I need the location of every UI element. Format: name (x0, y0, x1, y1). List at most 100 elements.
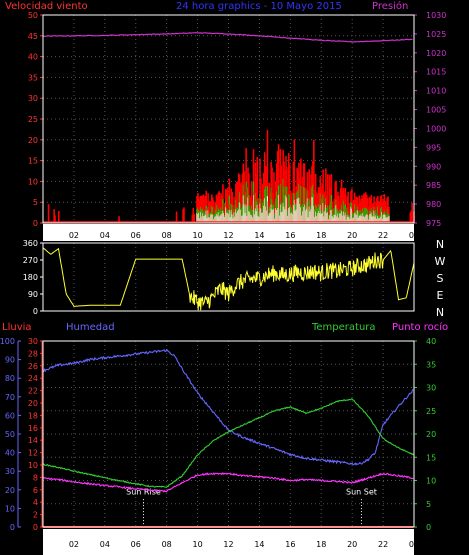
y-left-tick-label: 45 (28, 32, 38, 41)
plot-frame (42, 14, 415, 224)
temperature-tick-label: 30 (426, 384, 436, 393)
y-left-tick-label: 35 (28, 73, 38, 82)
wind-speed-axis-label: Velocidad viento (5, 1, 88, 12)
y-right-tick-label: 1015 (426, 68, 446, 77)
rain-tick-label: 6 (33, 486, 38, 495)
x-tick-label: 20 (347, 540, 357, 549)
x-tick-label: 00 (409, 231, 419, 240)
humidity-tick-label: 40 (5, 449, 15, 458)
y-left-tick-label: 50 (28, 11, 38, 20)
x-tick-label: 22 (378, 540, 388, 549)
rain-tick-label: 18 (28, 411, 38, 420)
humidity-tick-label: 50 (5, 430, 15, 439)
y-right-tick-label: 1020 (426, 49, 446, 58)
x-tick-label: 06 (131, 540, 141, 549)
y-right-tick-label: 980 (426, 200, 441, 209)
humidity-tick-label: 90 (5, 356, 15, 365)
temperature-tick-label: 15 (426, 453, 436, 462)
rain-tick-label: 0 (33, 523, 38, 532)
x-tick-label: 08 (162, 231, 172, 240)
compass-label: W (435, 255, 446, 268)
humidity-tick-label: 20 (5, 486, 15, 495)
y-right-tick-label: 990 (426, 162, 441, 171)
humidity-axis-label: Humedad (66, 322, 115, 333)
pressure-axis-label: Presión (372, 0, 408, 12)
dewpoint-line (42, 472, 414, 493)
compass-label: N (436, 306, 444, 319)
rain-tick-label: 16 (28, 424, 38, 433)
temperature-tick-label: 20 (426, 430, 436, 439)
y-left-tick-label: 30 (28, 94, 38, 103)
rain-tick-label: 4 (33, 498, 38, 507)
x-tick-label: 02 (69, 231, 79, 240)
y-right-tick-label: 1005 (426, 106, 446, 115)
x-tick-label: 12 (223, 540, 233, 549)
wind-direction-line (42, 247, 415, 311)
compass-label: S (437, 272, 444, 285)
humidity-line (42, 348, 414, 466)
compass-label: N (436, 238, 444, 251)
humidity-tick-label: 80 (5, 374, 15, 383)
x-tick-label: 14 (254, 540, 264, 549)
y-right-tick-label: 975 (426, 219, 441, 228)
humidity-tick-label: 100 (0, 337, 15, 346)
rain-tick-label: 24 (28, 374, 38, 383)
rain-axis-label: Lluvia (2, 322, 32, 333)
rain-tick-label: 28 (28, 349, 38, 358)
y-tick-label: 360 (23, 239, 38, 248)
temperature-tick-label: 40 (426, 337, 436, 346)
temperature-tick-label: 10 (426, 477, 436, 486)
y-left-tick-label: 0 (33, 219, 38, 228)
x-tick-label: 16 (285, 231, 295, 240)
rain-tick-label: 22 (28, 387, 38, 396)
temperature-tick-label: 25 (426, 407, 436, 416)
humidity-tick-label: 10 (5, 504, 15, 513)
rain-tick-label: 8 (33, 473, 38, 482)
x-tick-label: 22 (378, 231, 388, 240)
humidity-tick-label: 60 (5, 411, 15, 420)
rain-tick-label: 26 (28, 362, 38, 371)
y-right-tick-label: 1030 (426, 11, 446, 20)
temperature-tick-label: 35 (426, 360, 436, 369)
x-tick-label: 04 (100, 540, 110, 549)
rain-tick-label: 12 (28, 449, 38, 458)
y-right-tick-label: 1025 (426, 30, 446, 39)
temperature-line (42, 398, 414, 488)
humidity-tick-label: 70 (5, 393, 15, 402)
y-right-tick-label: 1000 (426, 124, 446, 133)
humidity-tick-label: 0 (10, 523, 15, 532)
x-tick-label: 12 (223, 231, 233, 240)
rain-tick-label: 14 (28, 436, 38, 445)
y-left-tick-label: 20 (28, 136, 38, 145)
x-tick-label: 08 (162, 540, 172, 549)
dewpoint-axis-label: Punto rocío (392, 321, 448, 333)
humidity-tick-label: 30 (5, 467, 15, 476)
x-tick-label: 06 (131, 231, 141, 240)
temperature-tick-label: 5 (426, 500, 431, 509)
x-tick-label: 18 (316, 231, 326, 240)
x-tick-label: 14 (254, 231, 264, 240)
temperature-tick-label: 0 (426, 523, 431, 532)
x-tick-label: 00 (409, 540, 419, 549)
pressure-line (42, 32, 413, 43)
y-left-tick-label: 15 (28, 157, 38, 166)
y-left-tick-label: 10 (28, 177, 38, 186)
rain-tick-label: 30 (28, 337, 38, 346)
x-tick-label: 18 (316, 540, 326, 549)
temperature-axis-label: Temperatura (311, 322, 376, 333)
y-right-tick-label: 995 (426, 143, 441, 152)
y-tick-label: 180 (23, 273, 38, 282)
y-right-tick-label: 1010 (426, 87, 446, 96)
x-tick-label: 10 (192, 231, 202, 240)
plot-frame (42, 242, 415, 312)
y-tick-label: 0 (33, 307, 38, 316)
sun-marker-label: Sun Rise (126, 487, 161, 496)
y-left-tick-label: 5 (33, 198, 38, 207)
rain-tick-label: 20 (28, 399, 38, 408)
y-left-tick-label: 40 (28, 53, 38, 62)
sun-marker-label: Sun Set (346, 487, 377, 496)
y-left-tick-label: 25 (28, 115, 38, 124)
x-tick-label: 10 (192, 540, 202, 549)
x-axis-band (43, 529, 414, 555)
